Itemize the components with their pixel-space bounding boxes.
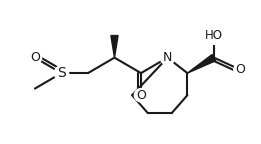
Circle shape	[134, 89, 148, 102]
Circle shape	[234, 63, 247, 76]
Text: S: S	[57, 66, 66, 80]
Text: HO: HO	[205, 29, 223, 42]
Polygon shape	[111, 36, 118, 58]
Circle shape	[28, 51, 41, 64]
Text: O: O	[235, 63, 245, 76]
Circle shape	[54, 66, 69, 80]
Circle shape	[205, 27, 223, 44]
Circle shape	[160, 50, 175, 65]
Text: O: O	[136, 89, 146, 102]
Text: N: N	[163, 51, 172, 64]
Polygon shape	[187, 55, 216, 73]
Text: O: O	[30, 51, 40, 64]
